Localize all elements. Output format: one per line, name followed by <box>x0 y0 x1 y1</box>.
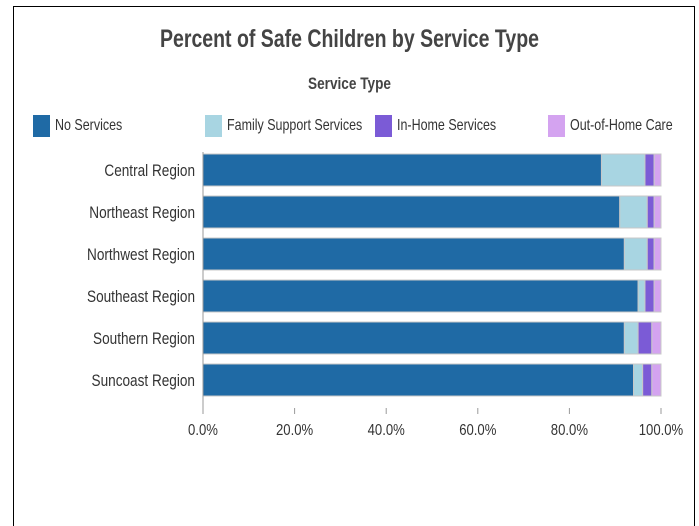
bar-segment <box>623 321 639 355</box>
category-label: Northwest Region <box>87 246 195 265</box>
bar-segment <box>642 363 653 397</box>
bar-segment <box>644 279 655 313</box>
legend-item-family-support-services[interactable]: Family Support Services <box>205 112 400 140</box>
bar-segment <box>633 363 644 397</box>
legend-label: In-Home Services <box>397 117 497 134</box>
bar-segment <box>202 321 625 355</box>
bar-segment <box>653 153 662 187</box>
bar-segment <box>646 237 655 271</box>
legend-swatch <box>548 115 565 137</box>
x-tick-label: 100.0% <box>639 422 683 439</box>
stacked-bar-chart: Central Region Northeast Region Northwest … <box>87 152 683 439</box>
legend-label: Family Support Services <box>227 117 363 134</box>
legend-item-in-home-services[interactable]: In-Home Services <box>375 112 524 140</box>
bar-segment <box>653 237 662 271</box>
bar-segment <box>653 195 662 229</box>
bar-segment <box>651 321 662 355</box>
x-tick-label: 60.0% <box>459 422 496 439</box>
category-label: Suncoast Region <box>92 372 195 391</box>
bar-segment <box>653 279 662 313</box>
bar-segment <box>637 279 646 313</box>
bar-segment <box>202 153 602 187</box>
category-label: Northeast Region <box>89 204 195 223</box>
bar-segment <box>202 195 621 229</box>
legend-item-no-services[interactable]: No Services <box>33 112 141 140</box>
chart-title: Percent of Safe Children by Service Type <box>160 25 539 53</box>
legend-title: Service Type <box>308 74 391 93</box>
bar-segment <box>651 363 662 397</box>
legend-swatch <box>375 115 392 137</box>
legend-label: Out-of-Home Care <box>570 117 673 134</box>
bar-segment <box>644 153 655 187</box>
legend-label: No Services <box>55 117 123 134</box>
bar-segment <box>637 321 653 355</box>
bar-segment <box>623 237 648 271</box>
x-tick-label: 20.0% <box>276 422 313 439</box>
bar-segment <box>202 363 635 397</box>
x-tick-label: 80.0% <box>551 422 588 439</box>
bar-segment <box>646 195 655 229</box>
category-label: Central Region <box>104 162 195 181</box>
legend: No Services Family Support Services In-H… <box>0 112 699 140</box>
bar-segment <box>202 237 625 271</box>
legend-swatch <box>205 115 222 137</box>
bar-segment <box>202 279 639 313</box>
legend-swatch <box>33 115 50 137</box>
bar-segment <box>600 153 646 187</box>
category-label: Southeast Region <box>87 288 195 307</box>
x-tick-label: 0.0% <box>188 422 218 439</box>
x-tick-label: 40.0% <box>368 422 405 439</box>
legend-item-out-of-home-care[interactable]: Out-of-Home Care <box>548 112 699 140</box>
bar-segment <box>619 195 648 229</box>
category-label: Southern Region <box>93 330 195 349</box>
